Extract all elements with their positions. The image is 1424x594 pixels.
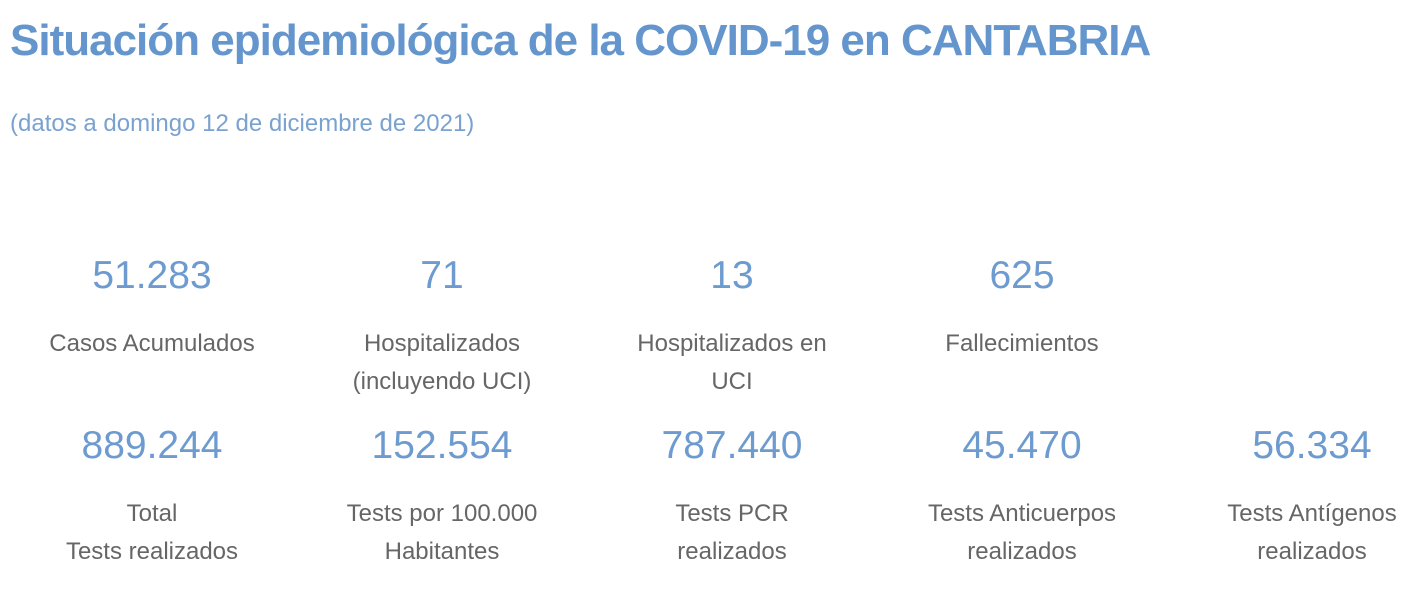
stat-label-line: Habitantes [384, 538, 500, 565]
stat-label: Hospitalizados (incluyendo UCI) [297, 325, 587, 401]
stat-card-tests-pcr: 787.440 Tests PCR realizados [587, 423, 877, 571]
stat-label-line: Tests Antígenos [1227, 500, 1397, 527]
stat-card-tests-anticuerpos: 45.470 Tests Anticuerpos realizados [877, 423, 1167, 571]
stat-label: Tests por 100.000 Habitantes [297, 495, 587, 571]
stat-label: Fallecimientos [877, 325, 1167, 363]
stat-card-tests-por-100000: 152.554 Tests por 100.000 Habitantes [297, 423, 587, 571]
page-subtitle: (datos a domingo 12 de diciembre de 2021… [10, 110, 475, 137]
stat-card-fallecimientos: 625 Fallecimientos [877, 253, 1167, 401]
stat-label: Hospitalizados en UCI [587, 325, 877, 401]
stat-label-line: (incluyendo UCI) [352, 368, 532, 395]
stat-value: 889.244 [81, 424, 223, 467]
stat-label-line: Casos Acumulados [49, 330, 255, 357]
stat-label: Tests PCR realizados [587, 495, 877, 571]
stat-value: 45.470 [962, 424, 1082, 467]
stat-label-line: realizados [1257, 538, 1367, 565]
stats-row-tests: 889.244 Total Tests realizados 152.554 T… [7, 423, 1424, 571]
stat-value: 71 [420, 254, 464, 297]
stat-label-line: Tests Anticuerpos [927, 500, 1117, 527]
stat-label-line: UCI [711, 368, 753, 395]
stat-card-hospitalizados-uci: 13 Hospitalizados en UCI [587, 253, 877, 401]
stat-label: Casos Acumulados [7, 325, 297, 363]
stat-label: Tests Antígenos realizados [1167, 495, 1424, 571]
stat-value: 152.554 [371, 424, 513, 467]
stat-label-line: Tests por 100.000 [346, 500, 538, 527]
stat-label-line: Hospitalizados [363, 330, 521, 357]
stat-value: 56.334 [1252, 424, 1372, 467]
stat-card-tests-antigenos: 56.334 Tests Antígenos realizados [1167, 423, 1424, 571]
stats-row-primary: 51.283 Casos Acumulados 71 Hospitalizado… [7, 253, 1424, 401]
stat-value: 625 [989, 254, 1055, 297]
stat-label-line: Hospitalizados en [637, 330, 827, 357]
stat-label: Tests Anticuerpos realizados [877, 495, 1167, 571]
stat-label-line: Tests PCR [675, 500, 789, 527]
stat-label-line: Tests realizados [65, 538, 239, 565]
stat-label-line: realizados [677, 538, 787, 565]
stat-value: 787.440 [661, 424, 803, 467]
stat-value: 13 [710, 254, 754, 297]
stat-value: 51.283 [92, 254, 212, 297]
stat-label-line: Fallecimientos [945, 330, 1099, 357]
stat-card-casos-acumulados: 51.283 Casos Acumulados [7, 253, 297, 401]
page-title: Situación epidemiológica de la COVID-19 … [10, 16, 1151, 65]
stat-label-line: realizados [967, 538, 1077, 565]
stat-label-line: Total [126, 500, 178, 527]
stat-card-total-tests: 889.244 Total Tests realizados [7, 423, 297, 571]
stat-card-hospitalizados: 71 Hospitalizados (incluyendo UCI) [297, 253, 587, 401]
stat-label: Total Tests realizados [7, 495, 297, 571]
